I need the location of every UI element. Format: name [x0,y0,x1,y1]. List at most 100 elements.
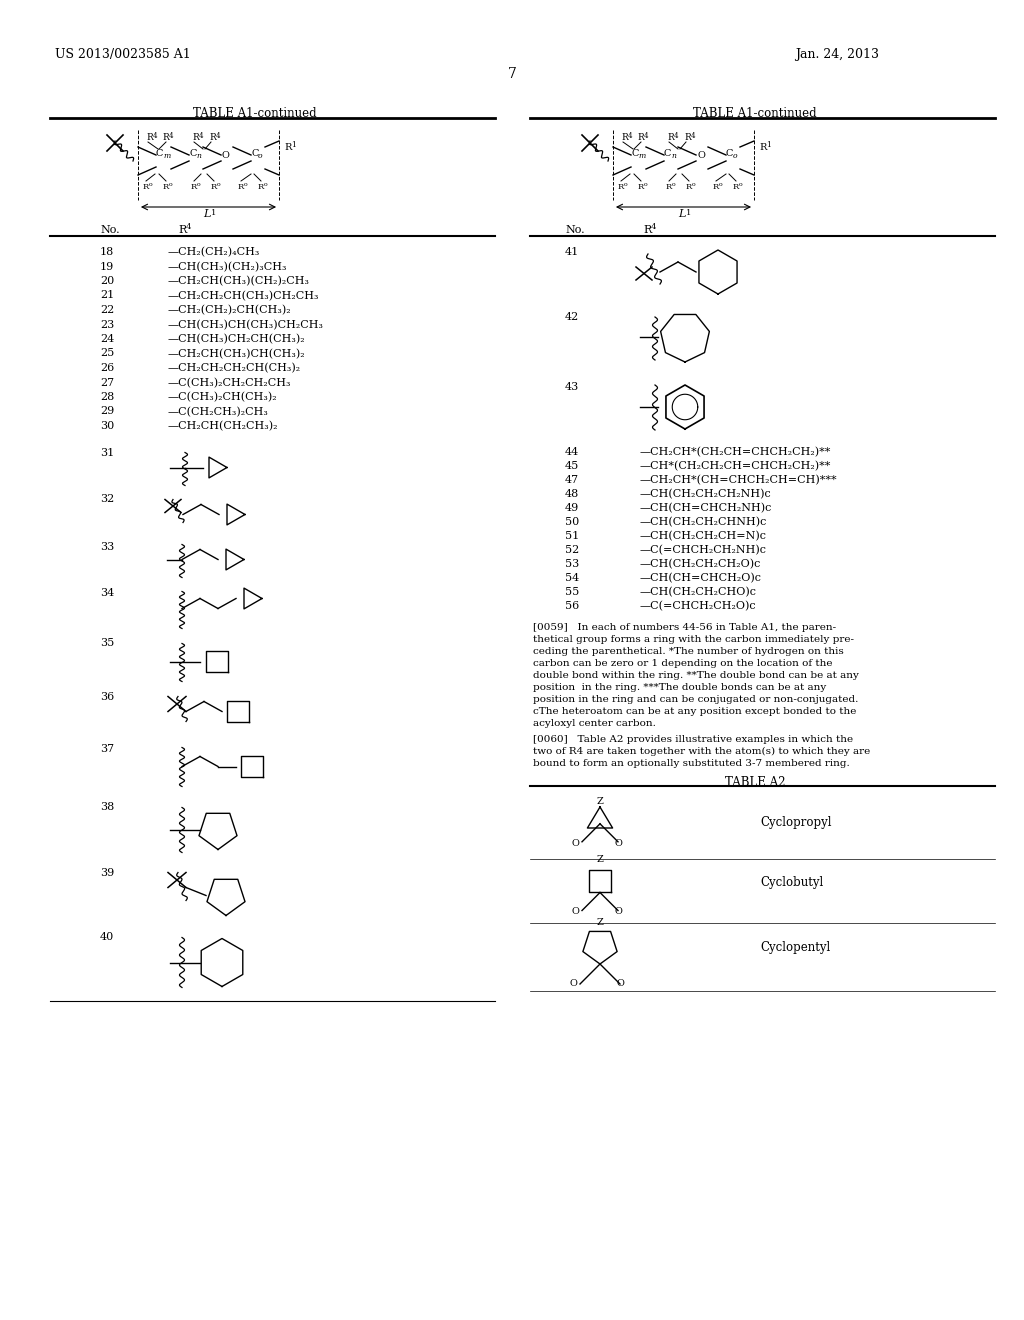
Text: Z: Z [597,797,603,807]
Text: —C(=CHCH₂CH₂NH)c: —C(=CHCH₂CH₂NH)c [640,545,767,556]
Text: o: o [672,182,676,187]
Text: o: o [258,152,262,160]
Text: Jan. 24, 2013: Jan. 24, 2013 [795,48,879,61]
Text: R: R [638,183,644,191]
Text: L: L [679,209,686,219]
Text: R: R [193,133,199,143]
Text: o: o [169,182,173,187]
Text: o: o [719,182,723,187]
Text: —CH(CH₂CH₂CHNH)c: —CH(CH₂CH₂CHNH)c [640,517,767,527]
Text: 53: 53 [565,558,580,569]
Text: O: O [697,150,705,160]
Text: 1: 1 [766,141,771,149]
Text: —CH*(CH₂CH₂CH=CHCH₂CH₂)**: —CH*(CH₂CH₂CH=CHCH₂CH₂)** [640,461,831,471]
Text: 51: 51 [565,531,580,541]
Text: —CH(CH₃)(CH₂)₃CH₃: —CH(CH₃)(CH₂)₃CH₃ [168,261,288,272]
Text: o: o [733,152,737,160]
Text: R: R [163,183,169,191]
Text: R: R [666,183,672,191]
Text: position  in the ring. ***The double bonds can be at any: position in the ring. ***The double bond… [534,682,826,692]
Text: Cyclobutyl: Cyclobutyl [760,876,823,888]
Text: 32: 32 [100,495,115,504]
Text: R: R [759,143,766,152]
Text: R: R [713,183,719,191]
Text: 25: 25 [100,348,115,359]
Text: —CH(CH₂CH₂CH₂NH)c: —CH(CH₂CH₂CH₂NH)c [640,488,772,499]
Text: O: O [222,150,229,160]
Text: C: C [664,149,672,158]
Text: o: o [150,182,153,187]
Text: 52: 52 [565,545,580,554]
Text: 20: 20 [100,276,115,286]
Text: R: R [667,133,674,143]
Text: —CH₂CH(CH₃)(CH₂)₂CH₃: —CH₂CH(CH₃)(CH₂)₂CH₃ [168,276,310,286]
Text: 4: 4 [199,132,204,140]
Text: —CH₂CH₂CH₂CH(CH₃)₂: —CH₂CH₂CH₂CH(CH₃)₂ [168,363,301,374]
Text: 31: 31 [100,447,115,458]
Text: 45: 45 [565,461,580,471]
Text: Cyclopentyl: Cyclopentyl [760,941,830,954]
Text: O: O [571,838,579,847]
Text: TABLE A1-continued: TABLE A1-continued [693,107,817,120]
Text: TABLE A2: TABLE A2 [725,776,785,789]
Text: No.: No. [565,224,585,235]
Text: 40: 40 [100,932,115,942]
Text: 22: 22 [100,305,115,315]
Text: O: O [571,907,579,916]
Text: cThe heteroatom can be at any position except bonded to the: cThe heteroatom can be at any position e… [534,708,856,715]
Text: 19: 19 [100,261,115,272]
Text: 21: 21 [100,290,115,301]
Text: O: O [614,907,622,916]
Text: TABLE A1-continued: TABLE A1-continued [194,107,316,120]
Text: [0059]   In each of numbers 44-56 in Table A1, the paren-: [0059] In each of numbers 44-56 in Table… [534,623,837,632]
Text: R: R [733,183,739,191]
Text: R: R [686,183,692,191]
Text: bound to form an optionally substituted 3-7 membered ring.: bound to form an optionally substituted … [534,759,850,768]
Text: Z: Z [597,917,603,927]
Text: 4: 4 [153,132,158,140]
Text: R: R [191,183,198,191]
Text: o: o [197,182,201,187]
Text: L: L [204,209,211,219]
Text: —CH₂CH(CH₂CH₃)₂: —CH₂CH(CH₂CH₃)₂ [168,421,279,432]
Text: C: C [251,149,258,158]
Text: R: R [684,133,691,143]
Text: 37: 37 [100,744,114,755]
Text: C: C [726,149,733,158]
Text: 4: 4 [644,132,648,140]
Text: o: o [244,182,248,187]
Text: R: R [162,133,169,143]
Text: —CH₂(CH₂)₄CH₃: —CH₂(CH₂)₄CH₃ [168,247,260,257]
Text: 4: 4 [651,223,656,231]
Text: thetical group forms a ring with the carbon immediately pre-: thetical group forms a ring with the car… [534,635,854,644]
Text: R: R [146,133,153,143]
Text: C: C [156,149,164,158]
Text: —CH₂CH*(CH₂CH=CHCH₂CH₂)**: —CH₂CH*(CH₂CH=CHCH₂CH₂)** [640,447,831,457]
Text: O: O [614,838,622,847]
Text: 4: 4 [628,132,633,140]
Text: 54: 54 [565,573,580,583]
Text: 33: 33 [100,541,115,552]
Text: 24: 24 [100,334,115,345]
Text: 4: 4 [691,132,695,140]
Text: 18: 18 [100,247,115,257]
Text: —CH₂(CH₂)₂CH(CH₃)₂: —CH₂(CH₂)₂CH(CH₃)₂ [168,305,292,315]
Text: 23: 23 [100,319,115,330]
Text: —C(CH₃)₂CH(CH₃)₂: —C(CH₃)₂CH(CH₃)₂ [168,392,278,403]
Text: C: C [189,149,197,158]
Text: 42: 42 [565,312,580,322]
Text: 50: 50 [565,517,580,527]
Text: O: O [616,979,624,987]
Text: —C(=CHCH₂CH₂O)c: —C(=CHCH₂CH₂O)c [640,601,757,611]
Text: 41: 41 [565,247,580,257]
Text: acyloxyl center carbon.: acyloxyl center carbon. [534,719,656,729]
Text: 4: 4 [674,132,679,140]
Text: n: n [671,152,676,160]
Text: R: R [178,224,186,235]
Text: —C(CH₂CH₃)₂CH₃: —C(CH₂CH₃)₂CH₃ [168,407,269,417]
Text: R: R [618,183,625,191]
Text: 55: 55 [565,587,580,597]
Text: R: R [643,224,651,235]
Text: 27: 27 [100,378,114,388]
Text: double bond within the ring. **The double bond can be at any: double bond within the ring. **The doubl… [534,671,859,680]
